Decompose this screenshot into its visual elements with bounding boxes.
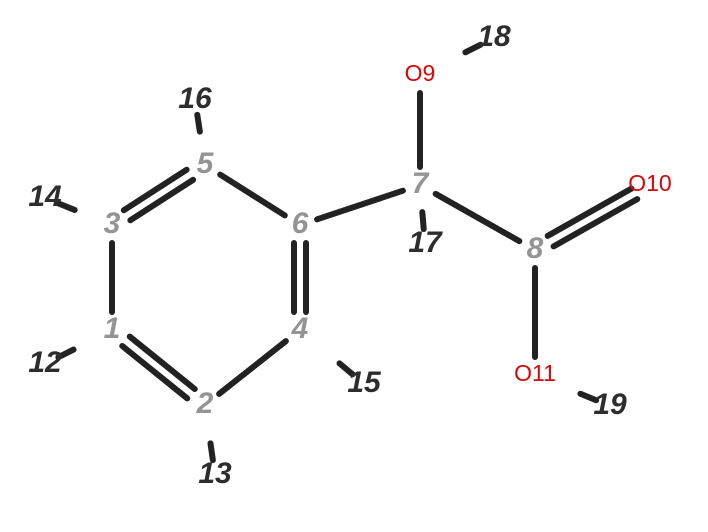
heteroatom-label: O9 (405, 60, 436, 86)
atom-index-label: 6 (292, 207, 309, 240)
atom-index-label: 2 (196, 387, 214, 420)
hydrogen-index-label: 14 (28, 180, 62, 213)
bond (220, 175, 285, 216)
atom-index-label: 4 (291, 312, 309, 345)
atom-index-label: 7 (412, 167, 430, 200)
hydrogen-index-label: 12 (28, 346, 62, 379)
hydrogen-index-label: 19 (593, 388, 627, 421)
hydrogen-index-label: 16 (178, 82, 212, 115)
atom-index-label: 5 (197, 147, 215, 180)
hydrogen-index-label: 15 (347, 366, 382, 399)
atom-index-label: 1 (104, 312, 121, 345)
heteroatom-label: O10 (628, 170, 671, 196)
bond (219, 341, 286, 394)
hydrogen-index-label: 13 (198, 457, 232, 490)
hydrogen-index-label: 18 (477, 20, 511, 53)
heteroatom-label: O11 (514, 360, 556, 386)
atom-index-label: 8 (527, 232, 544, 265)
bond (317, 191, 403, 220)
hydrogen-index-label: 17 (408, 226, 443, 259)
h-tick (197, 115, 200, 132)
molecule-diagram: 12345678O9O10O111213141516171819 (0, 0, 708, 532)
bond (436, 194, 520, 241)
atom-index-label: 3 (104, 207, 121, 240)
